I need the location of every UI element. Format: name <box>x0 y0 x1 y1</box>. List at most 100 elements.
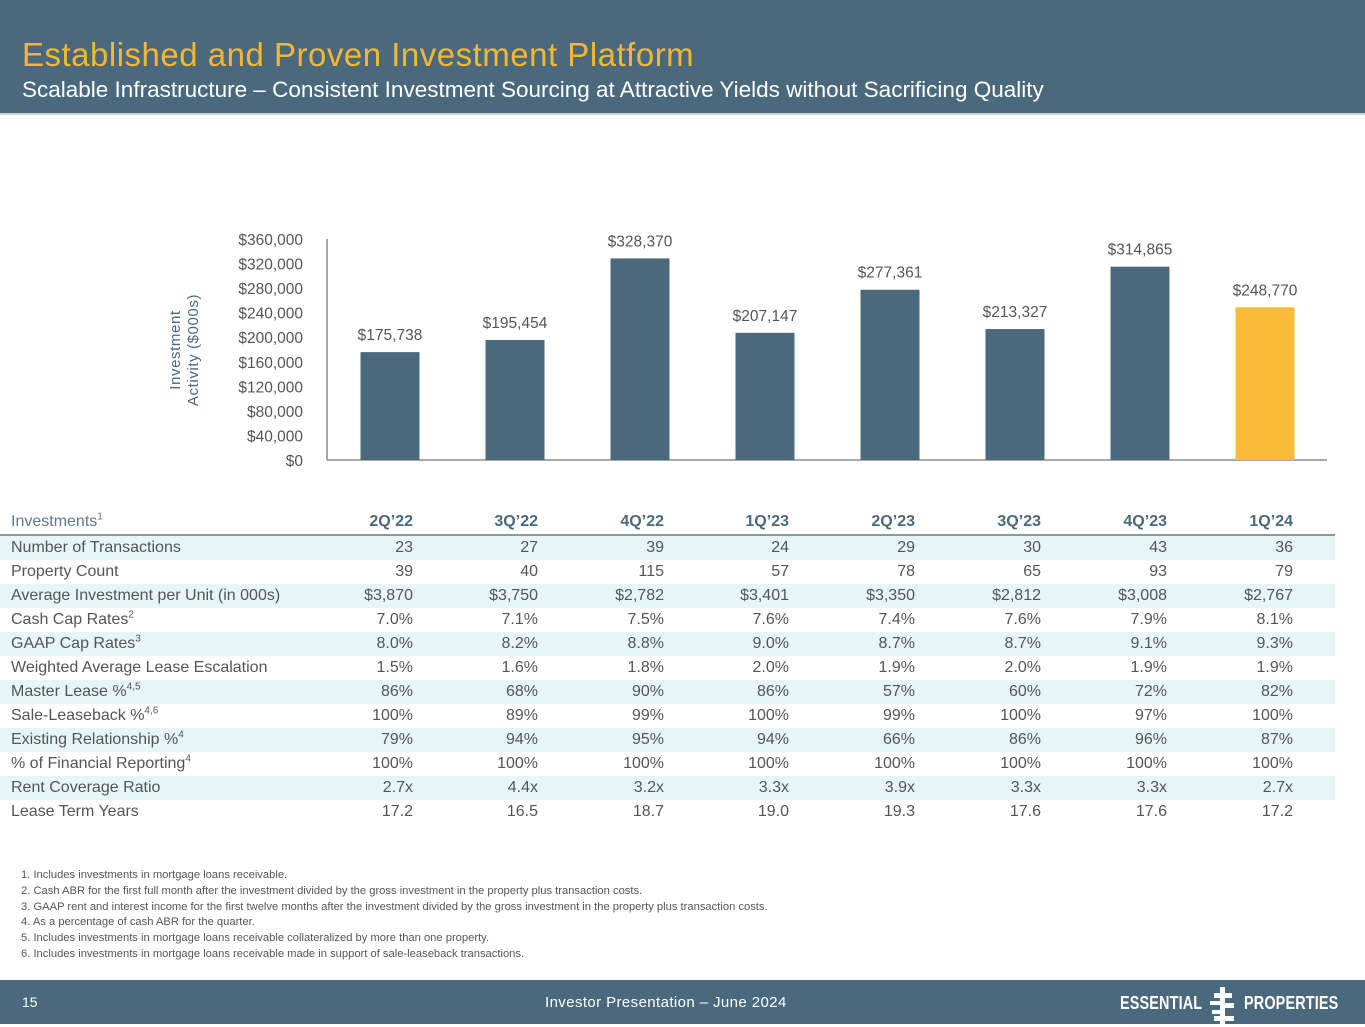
table-cell: 2.0% <box>752 659 789 676</box>
row-label: Weighted Average Lease Escalation <box>11 659 267 677</box>
table-cell: 90% <box>631 683 664 700</box>
table-cell: 78 <box>897 563 915 580</box>
table-cell: 7.1% <box>501 611 538 628</box>
table-header-label: Investments1 <box>11 511 103 531</box>
table-cell: 8.2% <box>501 635 538 652</box>
table-cell: 18.7 <box>632 803 664 820</box>
y-tick-label: $80,000 <box>247 404 303 421</box>
column-header: 1Q’24 <box>1249 513 1293 530</box>
bar-4q23 <box>1110 266 1170 460</box>
y-tick-label: $280,000 <box>238 281 303 298</box>
footnote-ref: 4,6 <box>144 705 159 717</box>
footnote: 3. GAAP rent and interest income for the… <box>21 900 768 913</box>
table-row: % of Financial Reporting4 100% 100% 100% 100… <box>0 752 1335 776</box>
table-cell: 100% <box>623 755 664 772</box>
table-cell: $3,401 <box>740 587 789 604</box>
row-label-text: GAAP Cap Rates <box>11 635 136 652</box>
logo-text-left: ESSENTIAL <box>1120 993 1203 1013</box>
bar-4q22 <box>610 258 670 460</box>
table-cell: 1.5% <box>376 659 413 676</box>
table-cell: 100% <box>1000 755 1041 772</box>
slide-footer: 15 Investor Presentation – June 2024 ESS… <box>0 980 1365 1027</box>
column-header: 1Q’23 <box>745 513 789 530</box>
row-label: Lease Term Years <box>11 803 139 821</box>
table-cell: 36 <box>1275 539 1293 556</box>
table-cell: 57% <box>882 683 915 700</box>
table-cell: 24 <box>771 539 789 556</box>
footnotes: 1. Includes investments in mortgage loan… <box>21 868 768 963</box>
row-label-text: Existing Relationship % <box>11 731 179 748</box>
table-cell: 8.0% <box>376 635 413 652</box>
table-cell: 86% <box>1008 731 1041 748</box>
row-label: Rent Coverage Ratio <box>11 779 160 797</box>
table-cell: 87% <box>1260 731 1293 748</box>
bar-data-label: $195,454 <box>483 315 548 332</box>
table-cell: 97% <box>1134 707 1167 724</box>
bar-data-label: $213,327 <box>983 304 1048 321</box>
bar-data-label: $207,147 <box>733 308 798 325</box>
table-cell: $2,782 <box>615 587 664 604</box>
column-header: 2Q’23 <box>871 513 915 530</box>
row-label-text: Master Lease % <box>11 683 127 700</box>
slide-title: Established and Proven Investment Platfo… <box>22 36 695 73</box>
table-cell: 99% <box>631 707 664 724</box>
table-cell: 8.7% <box>1004 635 1041 652</box>
header-divider-line <box>0 534 1335 536</box>
table-cell: 19.0 <box>757 803 789 820</box>
table-cell: 2.0% <box>1004 659 1041 676</box>
table-cell: 3.9x <box>884 779 915 796</box>
table-row: Property Count 39 40 115 57 78 65 93 79 <box>0 560 1335 584</box>
table-row: Average Investment per Unit (in 000s) $3,… <box>0 584 1335 608</box>
table-cell: 1.6% <box>501 659 538 676</box>
table-cell: 93 <box>1149 563 1167 580</box>
row-label-text: % of Financial Reporting <box>11 755 186 772</box>
table-cell: 9.0% <box>752 635 789 652</box>
footnote-ref: 4,5 <box>126 681 141 693</box>
row-label-text: Number of Transactions <box>11 539 181 556</box>
bar-2q22 <box>360 352 420 460</box>
row-label-text: Rent Coverage Ratio <box>11 779 161 796</box>
table-cell: 8.8% <box>627 635 664 652</box>
table-cell: 86% <box>380 683 413 700</box>
footnote-ref: 2 <box>128 609 134 621</box>
footnote: 6. Includes investments in mortgage loan… <box>21 947 525 960</box>
table-cell: 3.3x <box>1136 779 1167 796</box>
row-label: Master Lease %4,5 <box>11 681 141 701</box>
bar-data-label: $248,770 <box>1233 282 1298 299</box>
table-cell: 8.7% <box>878 635 915 652</box>
table-cell: 1.9% <box>878 659 915 676</box>
table-row: Cash Cap Rates2 7.0% 7.1% 7.5% 7.6% 7.4% 7.6% 7… <box>0 608 1335 632</box>
table-cell: 82% <box>1260 683 1293 700</box>
table-cell: 16.5 <box>506 803 538 820</box>
row-label-text: Cash Cap Rates <box>11 611 129 628</box>
table-cell: 39 <box>646 539 664 556</box>
table-cell: 57 <box>771 563 789 580</box>
table-cell: 100% <box>372 755 413 772</box>
footnote: 2. Cash ABR for the first full month aft… <box>21 884 643 897</box>
table-cell: 100% <box>874 755 915 772</box>
column-header: 2Q’22 <box>369 513 413 530</box>
row-label: Existing Relationship %4 <box>11 730 184 749</box>
footnote-ref: 1 <box>97 511 103 523</box>
table-cell: 72% <box>1134 683 1167 700</box>
table-cell: $3,750 <box>489 587 538 604</box>
table-cell: 7.6% <box>752 611 789 628</box>
table-cell: 94% <box>756 731 789 748</box>
table-cell: 8.1% <box>1256 611 1293 628</box>
table-cell: 68% <box>505 683 538 700</box>
row-label: Average Investment per Unit (in 000s) <box>11 587 280 605</box>
bar-1q23 <box>735 332 795 460</box>
table-cell: 89% <box>505 707 538 724</box>
table-cell: 4.4x <box>507 779 538 796</box>
table-row: Number of Transactions 23 27 39 24 29 30 43 36 <box>0 536 1335 560</box>
footnote: 5. Includes investments in mortgage loan… <box>21 932 490 945</box>
table-cell: 17.6 <box>1009 803 1041 820</box>
row-label: Property Count <box>11 563 119 581</box>
y-tick-label: $240,000 <box>238 306 303 323</box>
table-cell: 9.3% <box>1256 635 1293 652</box>
y-tick-label: $200,000 <box>238 330 303 347</box>
row-label: Cash Cap Rates2 <box>11 609 134 629</box>
table-cell: 100% <box>748 707 789 724</box>
logo-mark-icon <box>1210 987 1234 1027</box>
table-cell: 9.1% <box>1130 635 1167 652</box>
